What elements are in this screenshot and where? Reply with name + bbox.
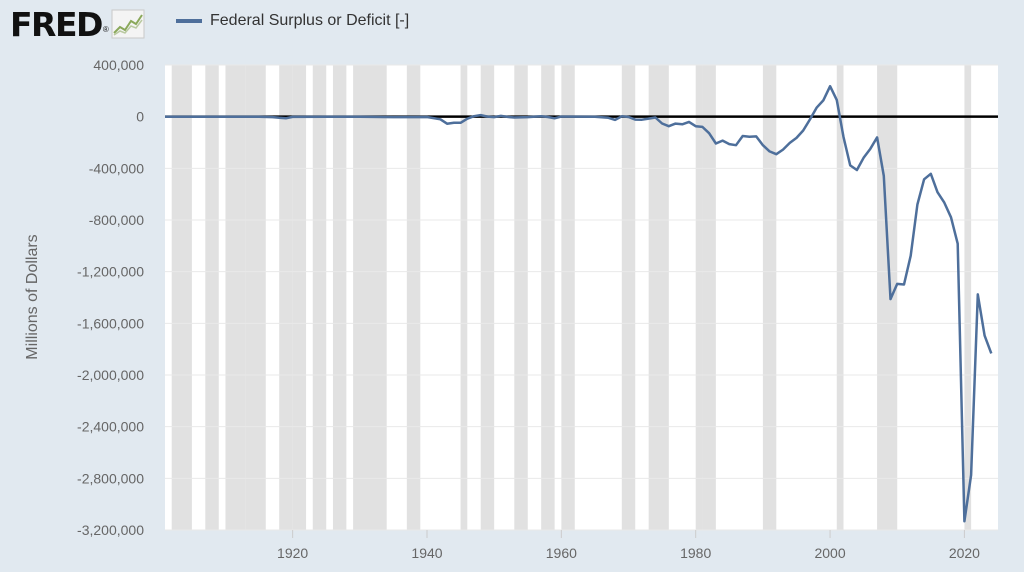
y-tick-label: -1,600,000 [77, 315, 144, 331]
recession-band [561, 65, 575, 530]
recession-band [695, 65, 703, 530]
x-axis-ticks: 1920 1940 1960 1980 2000 2020 [277, 530, 980, 561]
trend-line-chart-icon [111, 9, 145, 39]
x-tick-label: 1920 [277, 545, 308, 561]
x-tick-label: 1940 [411, 545, 442, 561]
x-tick-label: 2020 [949, 545, 980, 561]
logo-text: FRED [10, 4, 103, 44]
recession-band [406, 65, 421, 530]
x-tick-label: 1980 [680, 545, 711, 561]
recession-band [225, 65, 246, 530]
y-tick-label: -3,200,000 [77, 522, 144, 538]
y-tick-label: 400,000 [93, 57, 144, 73]
recession-band [292, 65, 307, 530]
recession-band [245, 65, 266, 530]
legend[interactable]: Federal Surplus or Deficit [-] [176, 12, 409, 30]
x-tick-label: 1960 [546, 545, 577, 561]
recession-band [332, 65, 347, 530]
legend-swatch [176, 19, 202, 23]
recession-bands [171, 65, 972, 530]
recession-band [702, 65, 716, 530]
recession-band [621, 65, 636, 530]
recession-band [205, 65, 219, 530]
recession-band [312, 65, 327, 530]
recession-band [541, 65, 555, 530]
y-tick-label: -1,200,000 [77, 264, 144, 280]
recession-band [648, 65, 669, 530]
y-tick-label: -2,000,000 [77, 367, 144, 383]
y-tick-label: 0 [136, 109, 144, 125]
recession-band [836, 65, 844, 530]
fred-logo[interactable]: FRED ® [10, 4, 145, 44]
y-axis-ticks: 400,000 0 -400,000 -800,000 -1,200,000 -1,600… [77, 57, 144, 538]
x-tick-label: 2000 [814, 545, 845, 561]
recession-band [514, 65, 528, 530]
recession-band [353, 65, 387, 530]
y-tick-label: -2,800,000 [77, 470, 144, 486]
recession-band [480, 65, 495, 530]
recession-band [460, 65, 468, 530]
recession-band [762, 65, 777, 530]
y-tick-label: -800,000 [89, 212, 144, 228]
series-line[interactable] [165, 84, 993, 523]
registered-mark: ® [102, 25, 109, 34]
recession-band [171, 65, 192, 530]
recession-band [877, 65, 898, 530]
y-axis-title: Millions of Dollars [24, 234, 41, 359]
y-tick-label: -2,400,000 [77, 419, 144, 435]
header: FRED ® Federal Surplus or Deficit [-] [0, 0, 1024, 50]
y-tick-label: -400,000 [89, 160, 144, 176]
recession-band [964, 65, 972, 530]
legend-label: Federal Surplus or Deficit [-] [210, 12, 410, 29]
recession-band [279, 65, 293, 530]
